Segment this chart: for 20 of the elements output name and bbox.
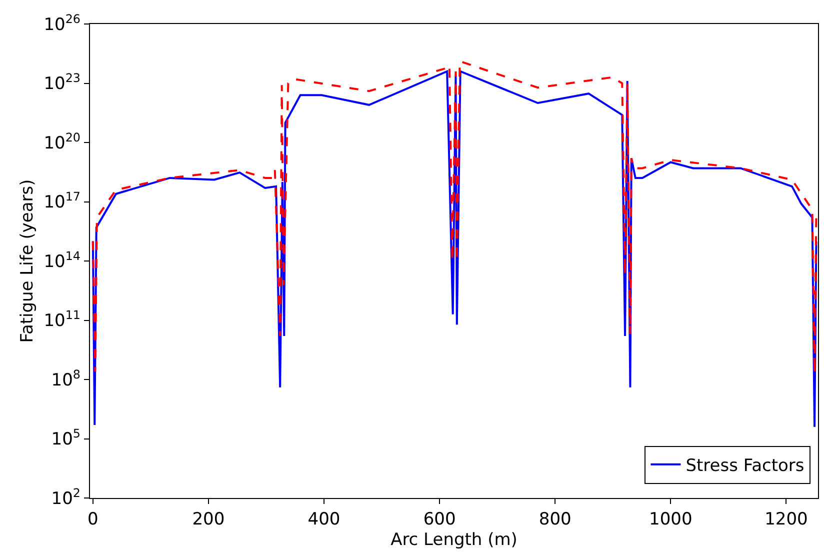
y-tick-label: 10$^{11}$ <box>44 308 80 332</box>
x-axis-title: Arc Length (m) <box>390 530 518 550</box>
y-tick-label: 10$^{14}$ <box>44 248 80 272</box>
line-series <box>92 70 818 428</box>
x-tick-label: 800 <box>538 510 572 530</box>
y-axis-title: Fatigue Life (years) <box>17 179 38 343</box>
x-tick-label: 600 <box>423 510 456 530</box>
y-tick-label: 10$^{2}$ <box>51 486 80 509</box>
x-tick-label: 200 <box>192 510 225 530</box>
x-tick-label: 1000 <box>649 510 692 530</box>
x-tick-label: 0 <box>87 510 98 530</box>
x-tick-label: 400 <box>308 510 340 530</box>
y-tick-label: 10$^{8}$ <box>51 367 80 390</box>
y-tick-label: 10$^{17}$ <box>44 190 80 213</box>
x-tick-label: 1200 <box>764 510 808 530</box>
y-tick-label: 10$^{20}$ <box>44 130 80 154</box>
y-tick-label: 10$^{26}$ <box>44 12 80 35</box>
y-tick-label: 10$^{5}$ <box>51 426 80 450</box>
y-tick-label: 10$^{23}$ <box>44 71 80 94</box>
legend-label: Stress Factors <box>686 456 804 476</box>
